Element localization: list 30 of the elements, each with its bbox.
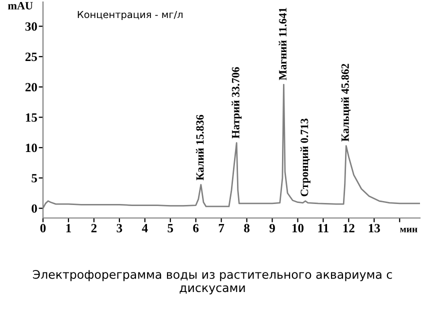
x-tick-label: 8 — [244, 224, 250, 232]
y-tick-label: 5 — [32, 174, 37, 182]
x-tick-label: 1 — [66, 224, 71, 232]
x-axis-title: мин — [400, 228, 418, 232]
x-tick-label: 3 — [116, 224, 122, 232]
y-tick-label: 30 — [25, 22, 37, 31]
y-tick-label: 0 — [32, 204, 37, 213]
annotation: Магний 11.641 — [278, 8, 287, 80]
x-tick-label: 9 — [269, 224, 275, 232]
annotation: Кальций 45.862 — [341, 64, 351, 142]
x-tick-label: 7 — [218, 224, 224, 232]
y-axis-title: mAU — [8, 2, 33, 10]
x-tick-label: 2 — [91, 224, 97, 232]
x-tick-label: 10 — [292, 224, 304, 232]
annotation: Стронций 0.713 — [300, 118, 310, 196]
x-tick-label: 6 — [193, 224, 199, 232]
x-tick-label: 5 — [168, 224, 174, 232]
annotation: Калий 15.836 — [196, 114, 204, 180]
annotation: Концентрация - мг/л — [78, 10, 182, 20]
x-tick-label: 4 — [142, 224, 148, 232]
x-tick-label: 0 — [40, 224, 46, 232]
x-tick-label: 11 — [318, 224, 328, 232]
y-tick-label: 20 — [25, 82, 37, 92]
y-tick-label: 10 — [26, 144, 37, 152]
annotation: Натрий 33.706 — [232, 67, 242, 138]
y-tick-label: 15 — [26, 113, 37, 122]
x-tick-label: 12 — [343, 224, 354, 232]
text: Электрофореграмма воды из растительного аквариума с дискусами — [32, 270, 392, 294]
y-tick-label: 25 — [25, 52, 37, 62]
x-tick-label: 13 — [368, 224, 380, 232]
